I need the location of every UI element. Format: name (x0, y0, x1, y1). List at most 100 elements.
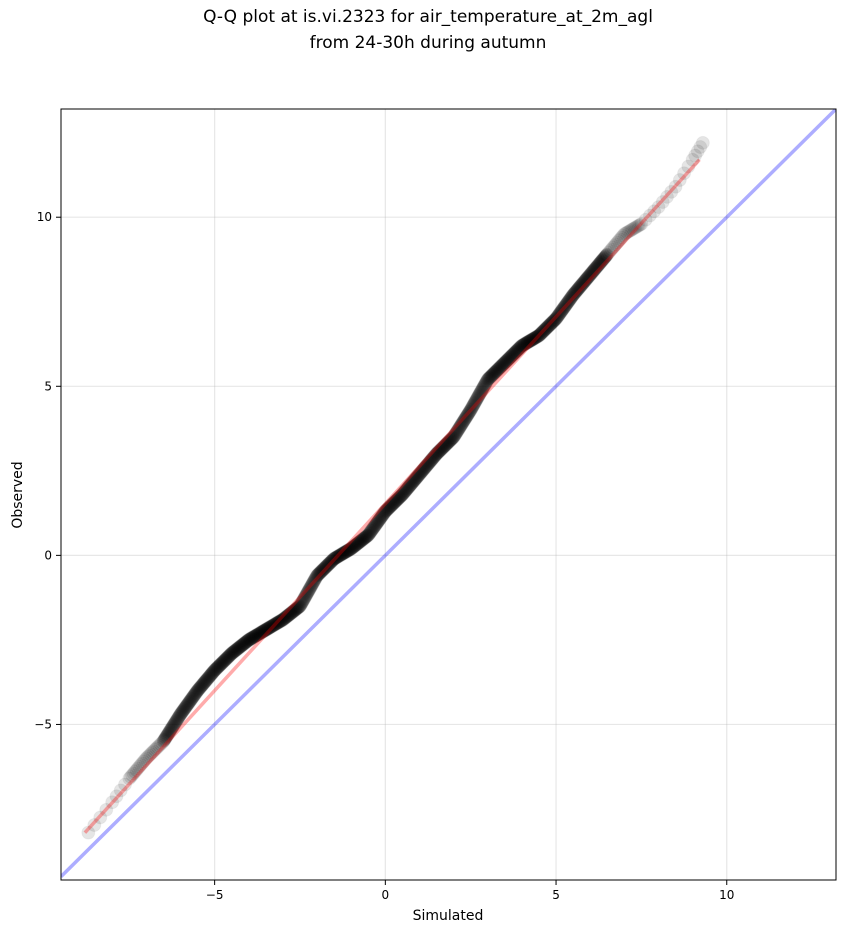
qq-point (390, 492, 405, 507)
qq-point (189, 684, 204, 699)
qq-point (610, 235, 625, 250)
qq-point (418, 460, 433, 475)
qq-point (413, 465, 428, 480)
qq-point (220, 650, 235, 665)
qq-point (285, 604, 300, 619)
qq-point (147, 742, 162, 757)
qq-point (535, 325, 550, 340)
qq-point (412, 467, 427, 482)
qq-point (266, 618, 281, 633)
qq-point (388, 494, 403, 509)
qq-point (352, 534, 367, 549)
qq-point (239, 634, 254, 649)
qq-point (292, 599, 307, 614)
qq-point (357, 531, 372, 546)
qq-point (375, 508, 390, 523)
qq-point (470, 390, 485, 405)
qq-point (284, 605, 299, 620)
qq-point (364, 523, 379, 538)
qq-point (427, 449, 442, 464)
qq-point (668, 179, 683, 194)
qq-point (219, 651, 234, 666)
qq-point (473, 386, 488, 401)
qq-point (167, 716, 182, 731)
qq-point (342, 542, 357, 557)
qq-point (307, 573, 322, 588)
qq-point (586, 264, 601, 279)
qq-point (387, 495, 402, 510)
qq-point (404, 476, 419, 491)
qq-point (677, 166, 692, 181)
qq-point (188, 686, 203, 701)
qq-point (304, 578, 319, 593)
qq-point (406, 474, 421, 489)
qq-point (261, 620, 276, 635)
qq-point (165, 720, 180, 735)
qq-point (345, 540, 360, 555)
qq-point (492, 361, 507, 376)
qq-point (265, 618, 280, 633)
qq-point (242, 632, 257, 647)
qq-point (436, 439, 451, 454)
qq-point (259, 622, 274, 637)
qq-point (238, 635, 253, 650)
qq-point (483, 369, 498, 384)
qq-point (228, 643, 243, 658)
qq-point (320, 558, 335, 573)
qq-point (249, 628, 264, 643)
qq-point (337, 545, 352, 560)
qq-point (576, 275, 591, 290)
qq-point (574, 278, 589, 293)
qq-point (565, 288, 580, 303)
qq-point (589, 260, 604, 275)
qq-point (247, 629, 262, 644)
qq-point (383, 499, 398, 514)
qq-point (587, 262, 602, 277)
qq-point (681, 159, 696, 174)
qq-point (306, 574, 321, 589)
qq-point (377, 504, 392, 519)
qq-point (441, 435, 456, 450)
qq-point (129, 763, 144, 778)
qq-point (214, 657, 229, 672)
qq-point (488, 364, 503, 379)
qq-point (255, 624, 270, 639)
qq-point (585, 264, 600, 279)
qq-point (319, 559, 334, 574)
qq-point (198, 674, 213, 689)
qq-point (490, 362, 505, 377)
y-axis-label: Observed (10, 461, 26, 528)
qq-point (448, 427, 463, 442)
qq-point (620, 225, 635, 240)
qq-point (468, 394, 483, 409)
qq-point (264, 619, 279, 634)
qq-point (400, 481, 415, 496)
qq-point (621, 224, 636, 239)
qq-point (325, 553, 340, 568)
qq-point (340, 543, 355, 558)
qq-point (417, 461, 432, 476)
qq-point (356, 531, 371, 546)
qq-point (528, 330, 543, 345)
qq-point (331, 548, 346, 563)
qq-point (160, 728, 175, 743)
qq-point (185, 690, 200, 705)
qq-point (632, 217, 647, 232)
qq-point (520, 335, 535, 350)
qq-point (403, 477, 418, 492)
qq-point (570, 282, 585, 297)
qq-point (415, 463, 430, 478)
qq-point (284, 606, 299, 621)
qq-point (302, 582, 317, 597)
qq-point (172, 708, 187, 723)
qq-point (685, 152, 700, 167)
qq-point (396, 486, 411, 501)
qq-point (435, 440, 450, 455)
qq-point (184, 691, 199, 706)
qq-point (189, 685, 204, 700)
qq-point (363, 524, 378, 539)
qq-point (523, 333, 538, 348)
qq-point (240, 634, 255, 649)
qq-point (265, 618, 280, 633)
qq-point (552, 306, 567, 321)
